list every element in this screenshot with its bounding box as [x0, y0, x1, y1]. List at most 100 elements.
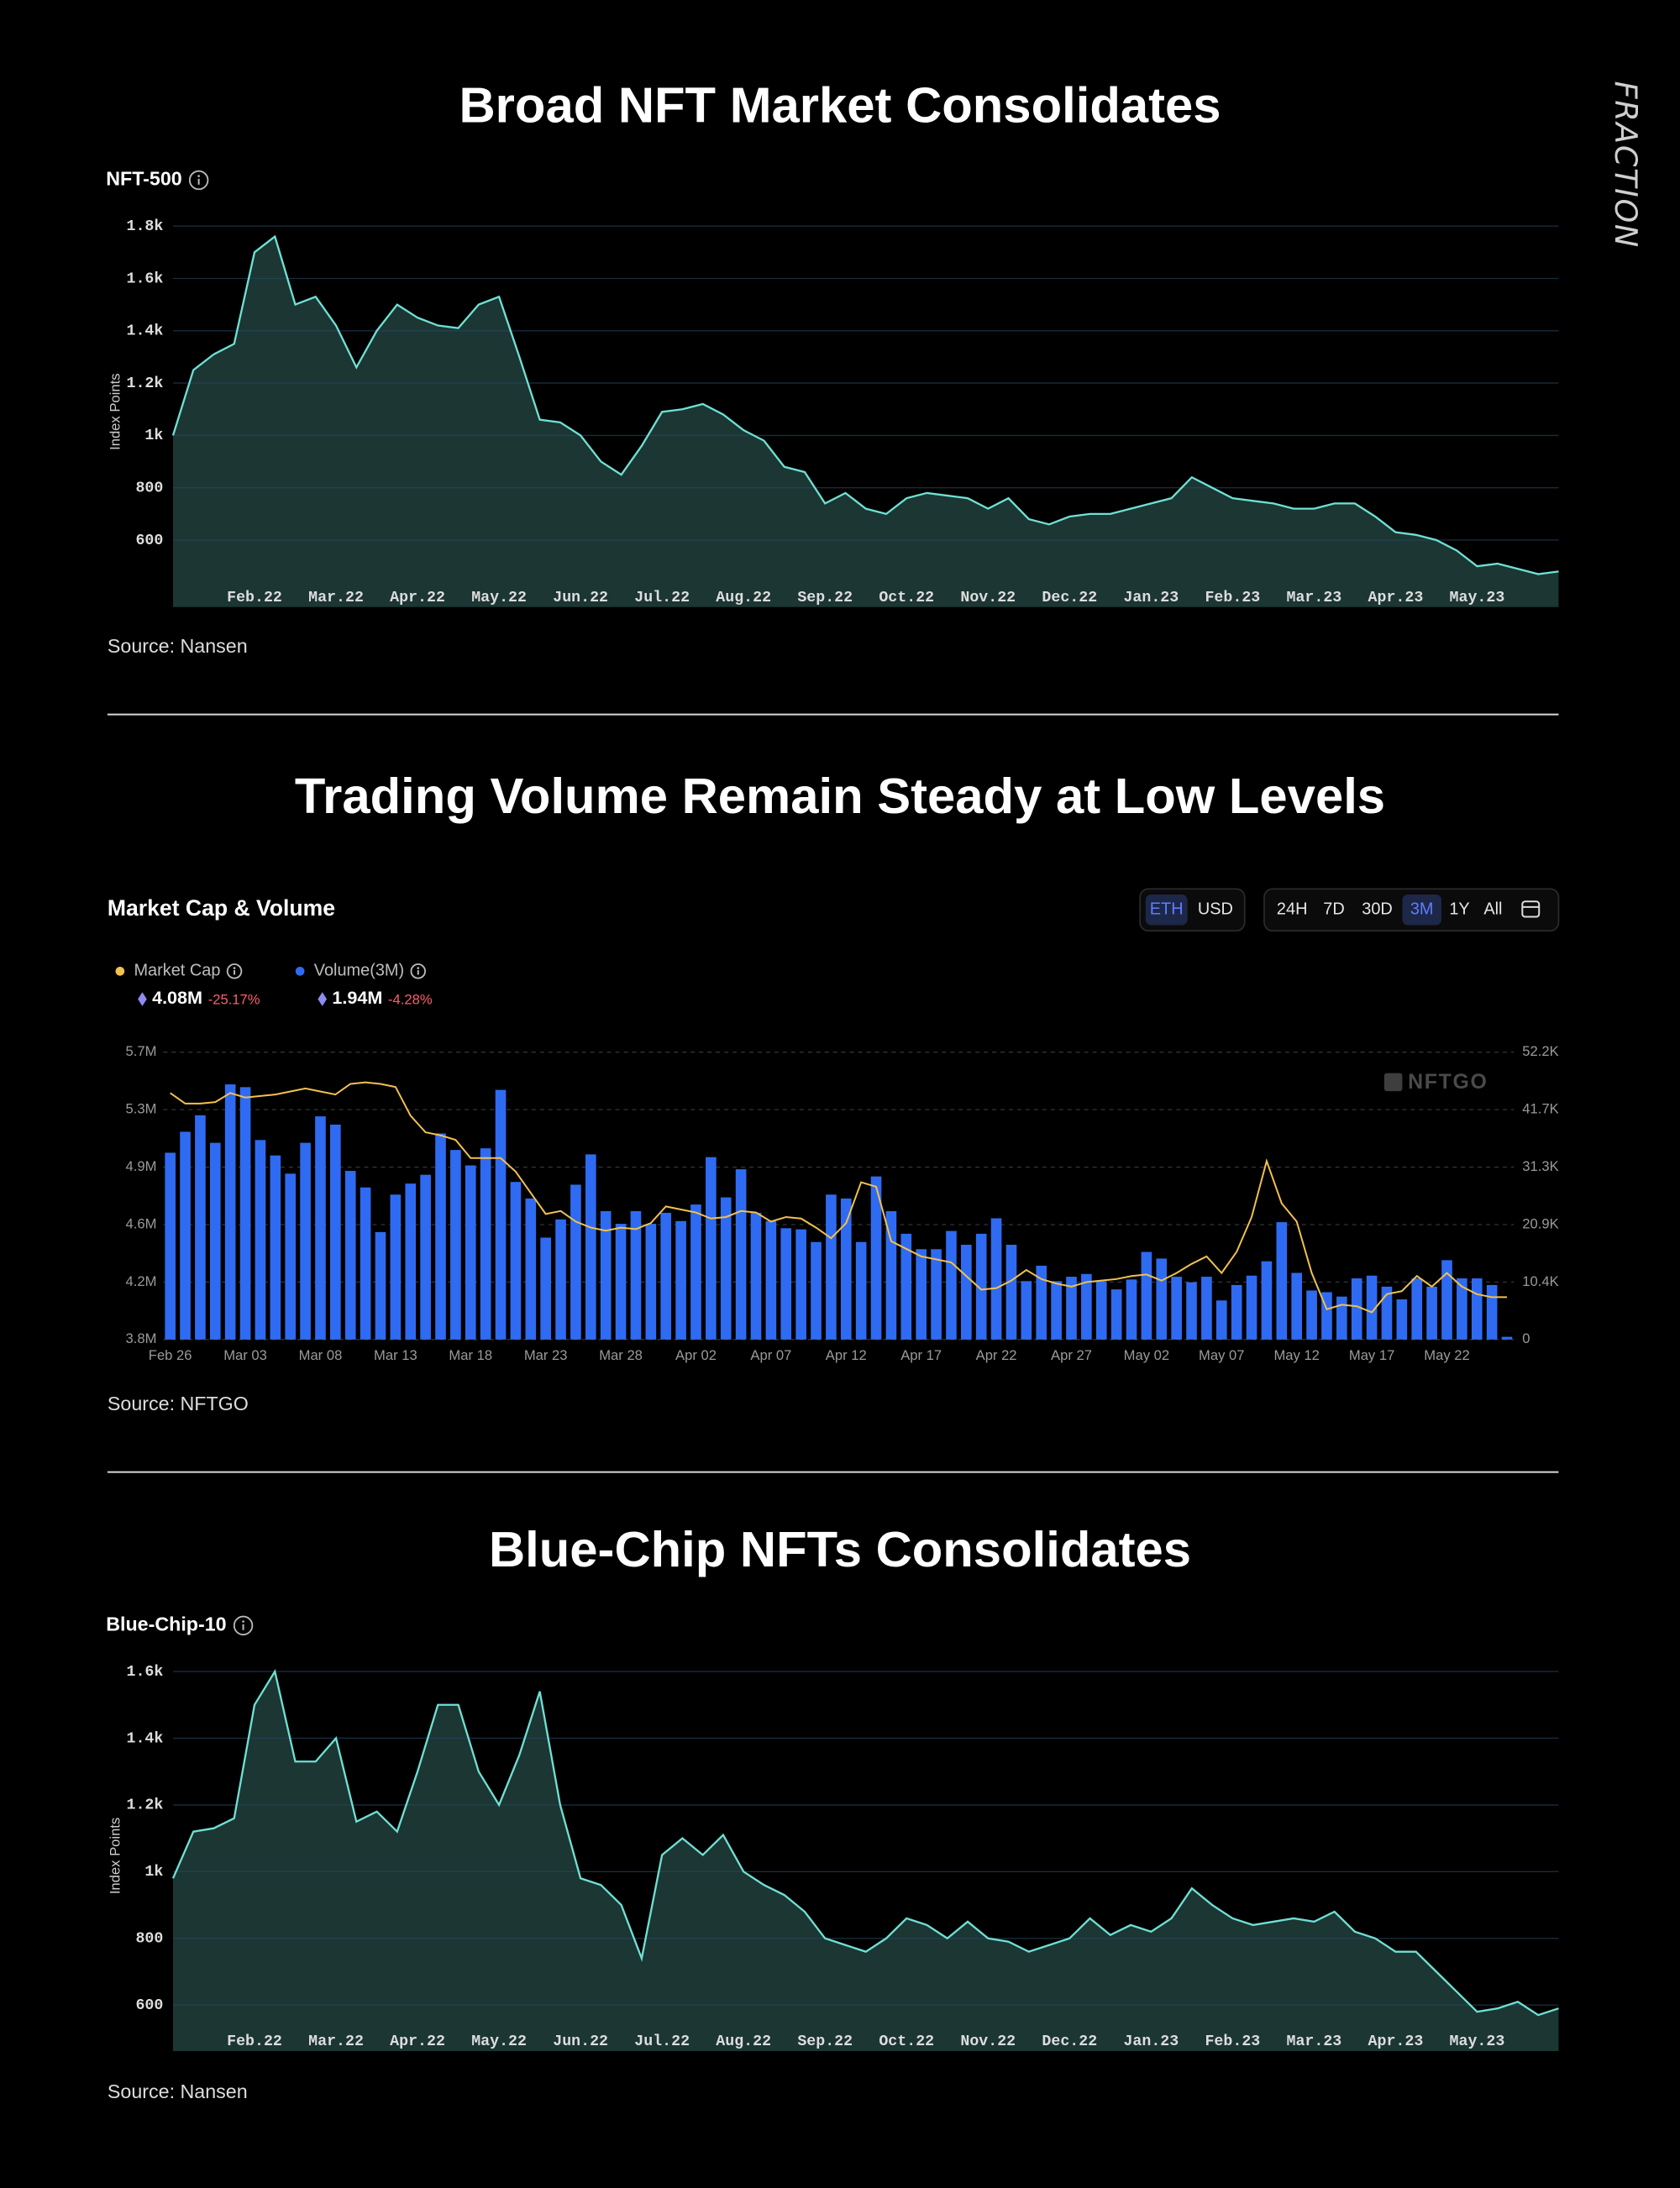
bar: [1246, 1275, 1257, 1340]
x-tick-label: Jan.23: [1123, 2033, 1179, 2050]
bar: [330, 1124, 341, 1340]
y-tick-label: 1.4k: [126, 323, 163, 340]
bar: [1231, 1284, 1242, 1340]
bar: [315, 1116, 326, 1340]
range-button[interactable]: 24H: [1277, 900, 1308, 918]
x-tick-label: Mar 08: [299, 1347, 343, 1363]
x-tick-label: May.22: [471, 2033, 527, 2050]
bar: [1276, 1222, 1288, 1340]
y-tick-label: 5.7M: [126, 1043, 157, 1059]
bar: [1005, 1244, 1017, 1340]
y-tick-label: 4.2M: [126, 1273, 157, 1289]
range-button[interactable]: 30D: [1362, 900, 1393, 918]
x-tick-label: Dec.22: [1042, 2033, 1097, 2050]
currency-button[interactable]: ETH: [1150, 900, 1184, 918]
bar: [1366, 1275, 1378, 1340]
bar: [600, 1210, 612, 1340]
y-tick-label: 1.6k: [126, 1664, 163, 1681]
bar: [706, 1157, 717, 1340]
legend-value: 4.08M: [152, 987, 202, 1008]
bar: [1501, 1336, 1513, 1340]
bar: [1306, 1290, 1317, 1340]
x-tick-label: Apr.22: [390, 590, 445, 606]
x-tick-label: Apr.23: [1368, 2033, 1424, 2050]
x-tick-label: Feb 26: [149, 1347, 192, 1363]
x-tick-label: Feb.22: [227, 590, 282, 606]
range-button[interactable]: 1Y: [1449, 900, 1469, 918]
x-tick-label: Apr 27: [1051, 1347, 1092, 1363]
source: Source: NFTGO: [108, 1393, 249, 1414]
bar: [1126, 1279, 1137, 1340]
x-tick-label: May 12: [1273, 1347, 1319, 1363]
x-tick-label: Sep.22: [797, 2033, 853, 2050]
line: [170, 1081, 1508, 1314]
bar: [585, 1154, 596, 1340]
bar: [900, 1233, 912, 1340]
y-tick-label: 800: [135, 1931, 163, 1948]
bar: [1336, 1296, 1347, 1340]
bar: [224, 1084, 236, 1340]
x-tick-label: May 22: [1424, 1347, 1469, 1363]
y2-tick-label: 41.7K: [1522, 1100, 1558, 1116]
x-tick-label: Mar 13: [374, 1347, 417, 1363]
y-tick-label: 600: [135, 533, 163, 549]
bar: [1110, 1289, 1122, 1340]
legend-label: Volume(3M): [314, 962, 404, 980]
bar: [570, 1184, 581, 1340]
chart-label: Blue-Chip-10: [106, 1613, 226, 1635]
x-tick-label: Nov.22: [960, 590, 1016, 606]
x-tick-label: May 17: [1349, 1347, 1394, 1363]
range-button[interactable]: All: [1483, 900, 1502, 918]
y2-tick-label: 0: [1522, 1330, 1530, 1346]
x-tick-label: May 07: [1199, 1347, 1244, 1363]
bar: [1201, 1277, 1212, 1340]
x-tick-label: Feb.22: [227, 2033, 282, 2050]
calendar-icon[interactable]: [1521, 900, 1541, 918]
x-tick-label: Mar.22: [308, 590, 364, 606]
range-button[interactable]: 7D: [1323, 900, 1344, 918]
y2-tick-label: 20.9K: [1522, 1215, 1558, 1231]
bar: [931, 1249, 942, 1340]
bar: [870, 1176, 882, 1340]
bar: [1486, 1284, 1498, 1340]
bar: [435, 1133, 446, 1340]
x-tick-label: Apr 17: [900, 1347, 942, 1363]
bar: [420, 1174, 431, 1340]
y2-tick-label: 31.3K: [1522, 1158, 1558, 1174]
bar: [450, 1150, 461, 1340]
bar: [1291, 1272, 1303, 1340]
watermark: NFTGO: [1408, 1070, 1488, 1094]
x-tick-label: May.22: [471, 590, 527, 606]
x-tick-label: Apr 22: [976, 1347, 1017, 1363]
bar: [1186, 1282, 1197, 1340]
bar: [855, 1241, 867, 1340]
y-tick-label: 5.3M: [126, 1100, 157, 1116]
bar: [660, 1212, 672, 1340]
bar: [1457, 1278, 1467, 1340]
bar: [961, 1244, 972, 1340]
bar: [645, 1224, 657, 1340]
currency-button[interactable]: USD: [1198, 900, 1233, 918]
bar: [1261, 1261, 1273, 1340]
legend-dot: [115, 967, 125, 976]
x-tick-label: Nov.22: [960, 2033, 1016, 2050]
bar: [300, 1142, 311, 1340]
x-tick-label: Oct.22: [879, 2033, 934, 2050]
x-tick-label: Mar.23: [1287, 590, 1342, 606]
y-tick-label: 800: [135, 480, 163, 497]
bar: [1426, 1286, 1437, 1340]
range-button[interactable]: 3M: [1410, 900, 1434, 918]
bar: [1215, 1300, 1227, 1340]
x-tick-label: Apr 07: [750, 1347, 791, 1363]
x-tick-label: Apr 12: [826, 1347, 867, 1363]
line: [171, 234, 1559, 575]
info-icon: [410, 963, 426, 979]
bar: [1066, 1277, 1077, 1340]
bar: [209, 1142, 221, 1340]
bar: [750, 1212, 762, 1340]
bar: [555, 1219, 566, 1340]
bar: [525, 1198, 537, 1340]
x-tick-label: Jul.22: [634, 590, 690, 606]
x-tick-label: May.23: [1450, 590, 1505, 606]
